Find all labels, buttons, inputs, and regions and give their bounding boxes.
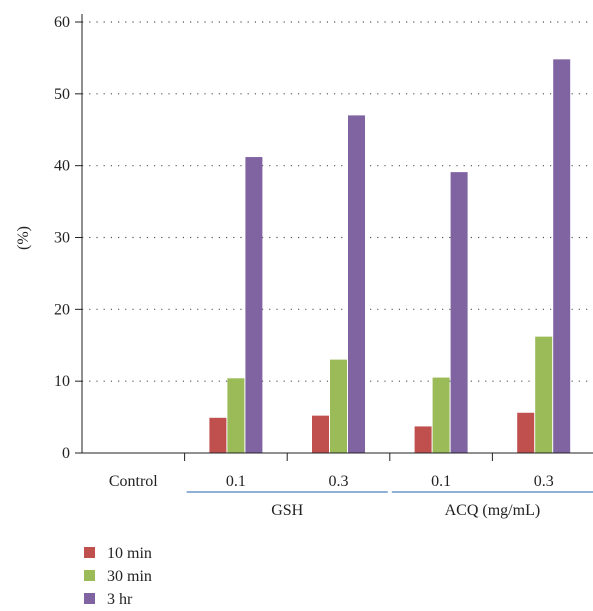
legend-label: 30 min xyxy=(107,568,152,585)
bar-30-min-1 xyxy=(227,378,245,453)
x-category-labels: Control 0.1 0.3 0.1 0.3 xyxy=(109,473,554,490)
y-axis-label: (%) xyxy=(15,226,32,250)
bar-3-hr-3 xyxy=(450,172,468,454)
y-tick-label: 0 xyxy=(62,445,70,462)
y-tick-label: 30 xyxy=(54,230,70,247)
bar-3-hr-2 xyxy=(348,115,365,453)
x-category-label: 0.1 xyxy=(431,473,451,490)
bar-3-hr-4 xyxy=(553,59,571,453)
bar-10-min-4 xyxy=(517,412,535,453)
y-tick-labels: 0 10 20 30 40 50 60 xyxy=(54,14,70,462)
bar-3-hr-1 xyxy=(245,157,263,453)
group-label: ACQ (mg/mL) xyxy=(445,502,541,519)
legend-label: 3 hr xyxy=(107,591,133,608)
bar-30-min-4 xyxy=(535,336,553,453)
legend-label: 10 min xyxy=(107,545,152,562)
x-category-label: 0.3 xyxy=(534,473,554,490)
bar-10-min-2 xyxy=(312,415,329,453)
bar-30-min-2 xyxy=(330,359,347,453)
axes xyxy=(75,14,593,461)
group-labels: GSH ACQ (mg/mL) xyxy=(186,491,593,519)
y-tick-label: 10 xyxy=(54,373,70,390)
legend-swatch xyxy=(84,547,95,558)
bar-10-min-3 xyxy=(414,426,432,453)
x-category-label: 0.1 xyxy=(226,473,246,490)
y-tick-label: 40 xyxy=(54,158,70,175)
y-tick-label: 20 xyxy=(54,301,70,318)
grid-lines xyxy=(82,21,593,382)
x-category-label: Control xyxy=(109,473,158,490)
legend-swatch xyxy=(84,593,95,604)
group-label: GSH xyxy=(271,502,303,519)
bars xyxy=(209,59,571,454)
legend-swatch xyxy=(84,570,95,581)
legend: 10 min 30 min 3 hr xyxy=(84,545,152,608)
y-tick-label: 60 xyxy=(54,14,70,31)
bar-10-min-1 xyxy=(209,417,227,453)
x-category-label: 0.3 xyxy=(329,473,349,490)
y-tick-label: 50 xyxy=(54,86,70,103)
bar-30-min-3 xyxy=(432,377,450,453)
